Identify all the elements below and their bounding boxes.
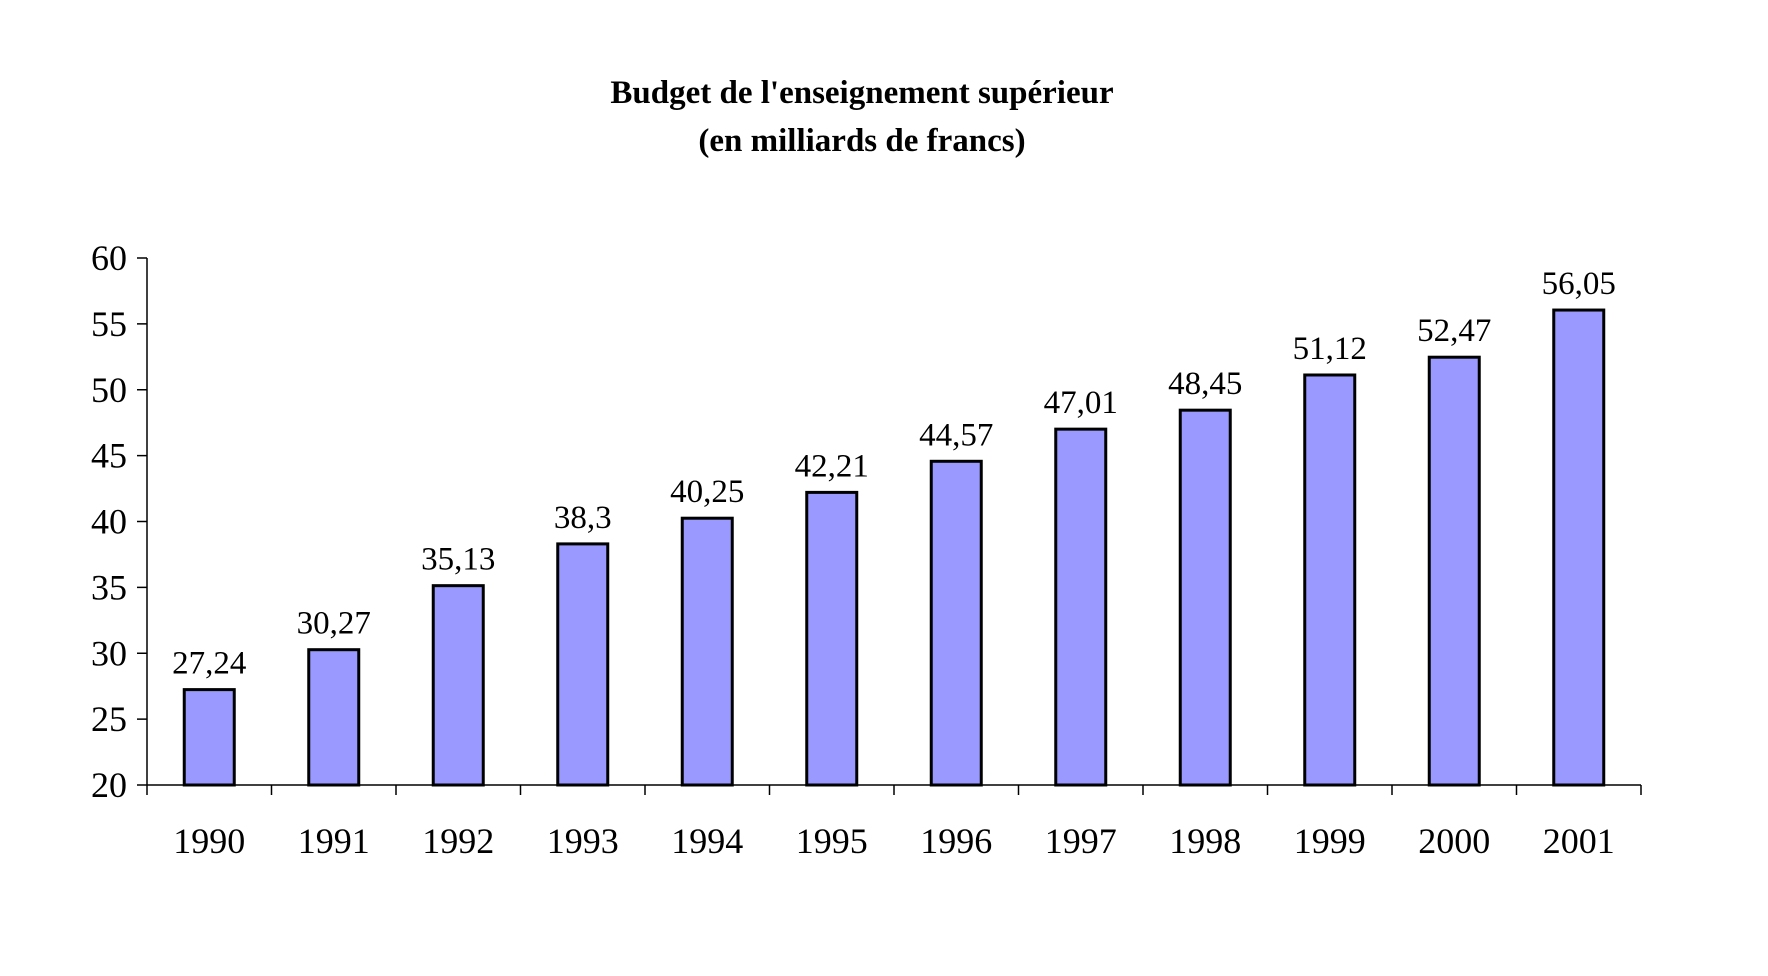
x-tick-label: 1991: [298, 821, 370, 861]
bar-1992: [431, 584, 485, 787]
x-tick-label: 1996: [920, 821, 992, 861]
x-tick-label: 1999: [1294, 821, 1366, 861]
data-labels: 27,24 30,27 35,13 38,3 40,25 42,21 44,57 47,01 4…: [172, 266, 1616, 682]
bar-1991: [307, 648, 361, 787]
y-tick-label: 25: [91, 699, 127, 739]
x-tick-label: 1993: [547, 821, 619, 861]
data-label-1994: 40,25: [670, 474, 744, 510]
x-tick-label: 1998: [1169, 821, 1241, 861]
chart-title: Budget de l'enseignement supérieur: [610, 75, 1113, 111]
y-tick-label: 55: [91, 304, 127, 344]
x-axis: 1990 1991 1992 1993 1994 1995 1996 1997 1998 1999…: [146, 784, 1642, 861]
x-tick-label: 1994: [671, 821, 743, 861]
y-tick-label: 35: [91, 567, 127, 607]
data-label-1997: 47,01: [1044, 385, 1118, 421]
x-tick-label: 1992: [422, 821, 494, 861]
data-label-1990: 27,24: [172, 646, 246, 682]
bar-1994: [680, 516, 734, 787]
bar-2001: [1552, 308, 1606, 787]
bar-1995: [805, 490, 859, 787]
bar-1999: [1303, 373, 1357, 787]
bars: [182, 308, 1606, 787]
data-label-1999: 51,12: [1293, 331, 1367, 367]
x-tick-label: 1995: [796, 821, 868, 861]
data-label-1993: 38,3: [554, 500, 612, 536]
data-label-1998: 48,45: [1168, 366, 1242, 402]
bar-1990: [182, 688, 236, 787]
data-label-1995: 42,21: [795, 448, 869, 484]
bar-1998: [1178, 408, 1232, 787]
x-tick-label: 1990: [173, 821, 245, 861]
chart-subtitle: (en milliards de francs): [698, 123, 1025, 159]
bar-1993: [556, 542, 610, 787]
y-tick-label: 50: [91, 370, 127, 410]
y-tick-label: 20: [91, 765, 127, 805]
y-tick-label: 45: [91, 436, 127, 476]
bar-1996: [929, 459, 983, 787]
data-label-1996: 44,57: [919, 417, 993, 453]
data-label-2000: 52,47: [1417, 313, 1491, 349]
data-label-1992: 35,13: [421, 542, 495, 578]
data-label-2001: 56,05: [1542, 266, 1616, 302]
bar-1997: [1054, 427, 1108, 787]
x-tick-label: 1997: [1045, 821, 1117, 861]
data-label-1991: 30,27: [297, 606, 371, 642]
bar-2000: [1427, 355, 1481, 787]
y-tick-label: 40: [91, 502, 127, 542]
y-axis: 20 25 30 35 40 45 50 55 60: [91, 238, 148, 805]
y-tick-label: 30: [91, 633, 127, 673]
y-tick-label: 60: [91, 238, 127, 278]
x-tick-label: 2000: [1418, 821, 1490, 861]
x-tick-label: 2001: [1543, 821, 1615, 861]
